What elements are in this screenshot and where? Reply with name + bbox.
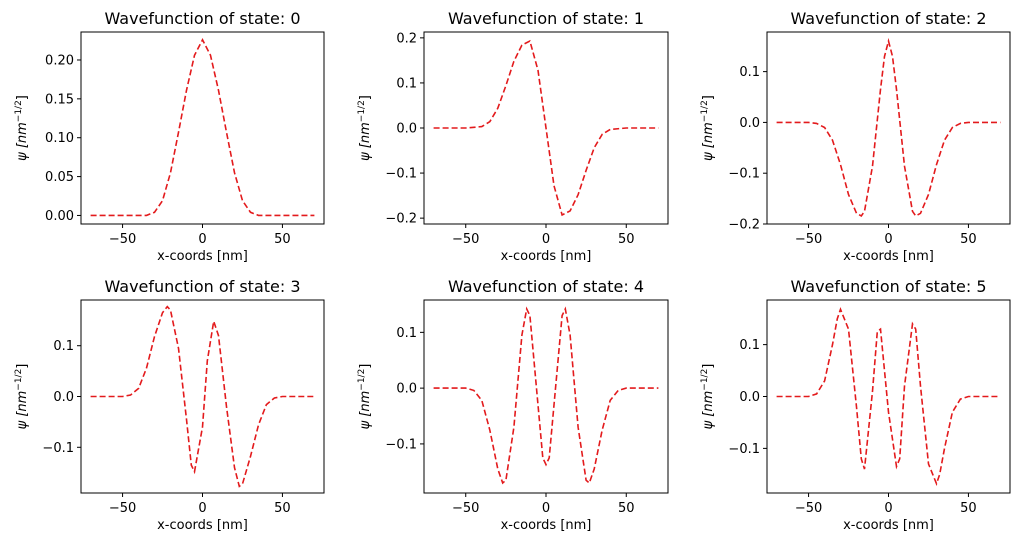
subplot-title: Wavefunction of state: 5 xyxy=(790,277,986,296)
subplot-title: Wavefunction of state: 4 xyxy=(448,277,644,296)
y-axis-label-exponent: −1/2 xyxy=(357,100,367,122)
y-axis-label-end: ] xyxy=(701,364,716,369)
subplot-title: Wavefunction of state: 1 xyxy=(448,9,644,28)
y-tick-label: 0.1 xyxy=(739,65,760,80)
y-tick-label: −0.1 xyxy=(728,442,760,457)
y-axis-label: ψ [nm−1/2] xyxy=(14,364,30,430)
y-axis-label: ψ [nm−1/2] xyxy=(700,95,716,161)
x-axis-label: x-coords [nm] xyxy=(501,249,592,264)
y-axis-label-main: ψ [nm xyxy=(15,122,30,161)
subplot-title: Wavefunction of state: 0 xyxy=(104,9,300,28)
y-axis-label-end: ] xyxy=(358,95,373,100)
x-tick-label: 0 xyxy=(198,232,206,247)
y-tick-label: 0.05 xyxy=(45,170,74,185)
x-tick-label: 50 xyxy=(618,501,635,516)
x-tick-label: −50 xyxy=(795,232,822,247)
y-axis-label-end: ] xyxy=(15,364,30,369)
y-axis-label-end: ] xyxy=(701,95,716,100)
y-axis-label-exponent: −1/2 xyxy=(14,100,24,122)
y-axis-label: ψ [nm−1/2] xyxy=(357,95,373,161)
y-tick-label: −0.1 xyxy=(385,167,417,182)
y-tick-label: −0.1 xyxy=(728,167,760,182)
x-tick-label: −50 xyxy=(452,501,479,516)
subplot-title: Wavefunction of state: 3 xyxy=(104,277,300,296)
wavefunction-line xyxy=(776,307,1001,486)
x-tick-label: 50 xyxy=(618,232,635,247)
x-tick-label: −50 xyxy=(109,232,136,247)
wavefunction-line xyxy=(90,38,315,217)
x-tick-label: 0 xyxy=(884,501,892,516)
x-tick-label: −50 xyxy=(795,501,822,516)
subplot-3: Wavefunction of state: 3 −50 0 50 −0.1 0.0 0.1… xyxy=(14,277,325,533)
subplot-0: Wavefunction of state: 0 −50 0 50 0.00 0.05 0.… xyxy=(14,9,325,264)
x-tick-label: 0 xyxy=(542,501,550,516)
y-axis-label: ψ [nm−1/2] xyxy=(700,364,716,430)
y-axis-label-main: ψ [nm xyxy=(358,391,373,430)
y-axis-label-main: ψ [nm xyxy=(358,122,373,161)
y-axis-label-end: ] xyxy=(358,364,373,369)
y-tick-label: −0.1 xyxy=(42,441,74,456)
wavefunction-line xyxy=(433,306,659,485)
y-axis-label-exponent: −1/2 xyxy=(700,100,710,122)
y-axis-label-exponent: −1/2 xyxy=(14,369,24,391)
x-tick-label: −50 xyxy=(452,232,479,247)
y-tick-label: 0.0 xyxy=(53,390,74,405)
x-tick-label: 50 xyxy=(274,501,291,516)
y-axis-label-exponent: −1/2 xyxy=(700,369,710,391)
y-tick-label: 0.1 xyxy=(396,76,417,91)
subplot-5: Wavefunction of state: 5 −50 0 50 −0.1 0.0 0.1… xyxy=(700,277,1011,533)
y-tick-label: 0.0 xyxy=(739,390,760,405)
y-axis-label-end: ] xyxy=(15,95,30,100)
x-tick-label: 0 xyxy=(198,501,206,516)
x-tick-label: 50 xyxy=(960,232,977,247)
x-axis-label: x-coords [nm] xyxy=(843,518,934,533)
y-tick-label: 0.00 xyxy=(45,209,74,224)
y-axis-label-main: ψ [nm xyxy=(701,122,716,161)
y-axis-label: ψ [nm−1/2] xyxy=(14,95,30,161)
y-tick-label: 0.0 xyxy=(396,382,417,397)
y-tick-label: 0.10 xyxy=(45,131,74,146)
y-tick-label: −0.1 xyxy=(385,437,417,452)
y-tick-label: 0.15 xyxy=(45,92,74,107)
axes-frame xyxy=(80,31,325,225)
x-axis-label: x-coords [nm] xyxy=(157,249,248,264)
y-axis-label: ψ [nm−1/2] xyxy=(357,364,373,430)
x-axis-label: x-coords [nm] xyxy=(843,249,934,264)
y-tick-label: 0.1 xyxy=(739,338,760,353)
y-axis-label-main: ψ [nm xyxy=(701,391,716,430)
subplot-title: Wavefunction of state: 2 xyxy=(790,9,986,28)
y-tick-label: 0.20 xyxy=(45,53,74,68)
wavefunction-line xyxy=(90,305,315,488)
y-tick-label: 0.0 xyxy=(739,116,760,131)
y-axis-label-main: ψ [nm xyxy=(15,391,30,430)
x-tick-label: −50 xyxy=(109,501,136,516)
x-tick-label: 0 xyxy=(542,232,550,247)
wavefunction-line xyxy=(433,39,659,217)
y-tick-label: 0.0 xyxy=(396,122,417,137)
x-axis-label: x-coords [nm] xyxy=(157,518,248,533)
y-tick-label: 0.1 xyxy=(396,326,417,341)
subplot-4: Wavefunction of state: 4 −50 0 50 −0.1 0.0 0.1… xyxy=(357,277,669,533)
x-tick-label: 50 xyxy=(960,501,977,516)
y-tick-label: −0.2 xyxy=(385,212,417,227)
x-tick-label: 50 xyxy=(274,232,291,247)
y-axis-label-exponent: −1/2 xyxy=(357,369,367,391)
axes-frame xyxy=(766,31,1011,225)
x-tick-label: 0 xyxy=(884,232,892,247)
x-axis-label: x-coords [nm] xyxy=(501,518,592,533)
axes-frame xyxy=(80,299,325,494)
y-tick-label: 0.1 xyxy=(53,339,74,354)
y-tick-label: 0.2 xyxy=(396,31,417,46)
wavefunction-line xyxy=(776,37,1001,217)
y-tick-label: −0.2 xyxy=(728,218,760,233)
subplot-1: Wavefunction of state: 1 −50 0 50 −0.2 −0.1 0.… xyxy=(357,9,669,264)
subplot-2: Wavefunction of state: 2 −50 0 50 −0.2 −0.1 0.… xyxy=(700,9,1011,264)
